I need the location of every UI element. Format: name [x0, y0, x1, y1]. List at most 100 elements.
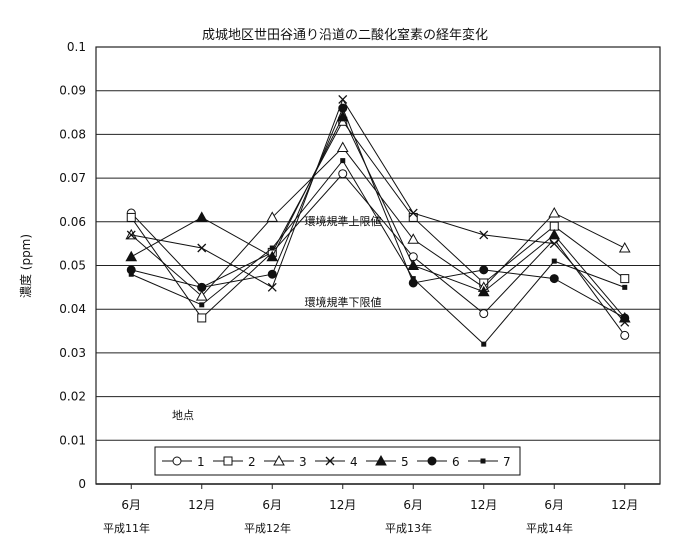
data-point	[266, 211, 279, 222]
data-point	[620, 330, 630, 340]
legend: 1 2 3 4 5 6 7	[154, 446, 521, 476]
data-point	[618, 241, 631, 253]
data-point	[197, 313, 207, 323]
data-point	[336, 141, 349, 153]
y-tick-label: 0.03	[59, 346, 86, 360]
data-point	[325, 456, 335, 466]
series-line	[130, 172, 626, 336]
y-tick-label: 0.08	[59, 127, 86, 141]
data-point	[172, 456, 182, 466]
data-point	[548, 207, 561, 218]
legend-label: 7	[503, 455, 511, 469]
legend-label: 4	[350, 455, 358, 469]
data-point	[267, 269, 277, 279]
data-point	[549, 274, 559, 284]
annotation-upper-limit: 環境規準上限値	[305, 214, 382, 228]
series-6	[126, 103, 630, 323]
data-point	[338, 169, 348, 179]
series-line	[131, 106, 625, 319]
data-point	[195, 290, 208, 301]
data-point	[197, 282, 207, 292]
x-tick-label: 12月	[329, 498, 356, 512]
x-tick-label: 6月	[403, 498, 423, 512]
data-point	[481, 341, 487, 347]
y-tick-label: 0.01	[59, 433, 86, 447]
data-point	[269, 245, 275, 251]
data-point	[125, 250, 138, 262]
x-tick-label: 6月	[544, 498, 564, 512]
legend-title: 地点	[172, 409, 194, 422]
chart-title: 成城地区世田谷通り沿道の二酸化窒素の経年変化	[202, 27, 488, 43]
data-point	[273, 454, 285, 466]
x-axis-year-labels: 平成11年 平成12年 平成13年 平成14年	[103, 521, 573, 535]
series-line	[130, 120, 626, 319]
y-axis-ticks: 0 0.01 0.02 0.03 0.04 0.05 0.06 0.07 0.08 0.09 0.1	[59, 40, 86, 491]
legend-item: 6	[417, 455, 460, 469]
series-line	[131, 98, 626, 323]
series-group	[125, 94, 631, 347]
legend-label: 6	[452, 455, 460, 469]
y-tick-label: 0.05	[59, 259, 86, 273]
legend-label: 3	[299, 455, 307, 469]
data-point	[477, 285, 490, 297]
series-line	[130, 146, 625, 297]
year-label: 平成11年	[103, 521, 150, 535]
legend-item: 5	[366, 454, 409, 469]
series-7	[128, 158, 628, 347]
legend-item: 3	[264, 454, 307, 469]
data-point	[267, 282, 277, 292]
y-tick-label: 0.07	[59, 171, 86, 185]
data-point	[427, 456, 437, 466]
x-tick-label: 12月	[611, 498, 638, 512]
data-point	[266, 250, 279, 262]
data-point	[126, 212, 136, 222]
data-point	[620, 313, 630, 323]
data-point	[199, 302, 205, 308]
legend-item: 2	[213, 455, 256, 469]
legend-item: 4	[315, 455, 358, 469]
data-point	[479, 230, 489, 240]
data-point	[408, 212, 418, 222]
x-tick-label: 12月	[470, 498, 497, 512]
year-label: 平成13年	[385, 521, 432, 535]
x-tick-label: 6月	[121, 498, 141, 512]
year-label: 平成12年	[244, 521, 291, 535]
y-tick-label: 0.09	[59, 84, 86, 98]
grid	[95, 46, 661, 485]
annotation-lower-limit: 環境規準下限値	[305, 295, 382, 309]
y-tick-label: 0.04	[59, 302, 86, 316]
x-axis-ticks: 6月 12月 6月 12月 6月 12月 6月 12月	[121, 484, 638, 512]
data-point	[195, 211, 208, 222]
data-point	[479, 265, 489, 275]
plot-frame	[95, 46, 661, 485]
data-point	[551, 258, 557, 264]
data-point	[126, 230, 136, 240]
x-tick-label: 12月	[188, 498, 215, 512]
legend-item: 1	[162, 455, 205, 469]
data-point	[197, 243, 207, 253]
y-tick-label: 0.06	[59, 215, 86, 229]
series-3	[125, 141, 631, 301]
legend-label: 2	[248, 455, 256, 469]
data-point	[479, 309, 489, 319]
series-5	[125, 110, 631, 323]
data-point	[375, 454, 387, 466]
data-point	[622, 284, 628, 290]
data-point	[549, 239, 559, 249]
y-tick-label: 0.02	[59, 390, 86, 404]
legend-label: 5	[401, 455, 409, 469]
data-point	[407, 259, 420, 270]
data-point	[410, 276, 416, 282]
series-line	[131, 159, 625, 345]
data-point	[548, 228, 561, 240]
x-tick-label: 6月	[262, 498, 282, 512]
data-point	[340, 158, 346, 164]
y-tick-label: 0	[78, 477, 86, 491]
legend-label: 1	[197, 455, 205, 469]
data-point	[408, 208, 418, 218]
series-line	[131, 115, 626, 319]
data-point	[338, 94, 348, 104]
data-point	[336, 110, 349, 122]
y-tick-label: 0.1	[67, 40, 86, 54]
data-point	[223, 456, 233, 466]
